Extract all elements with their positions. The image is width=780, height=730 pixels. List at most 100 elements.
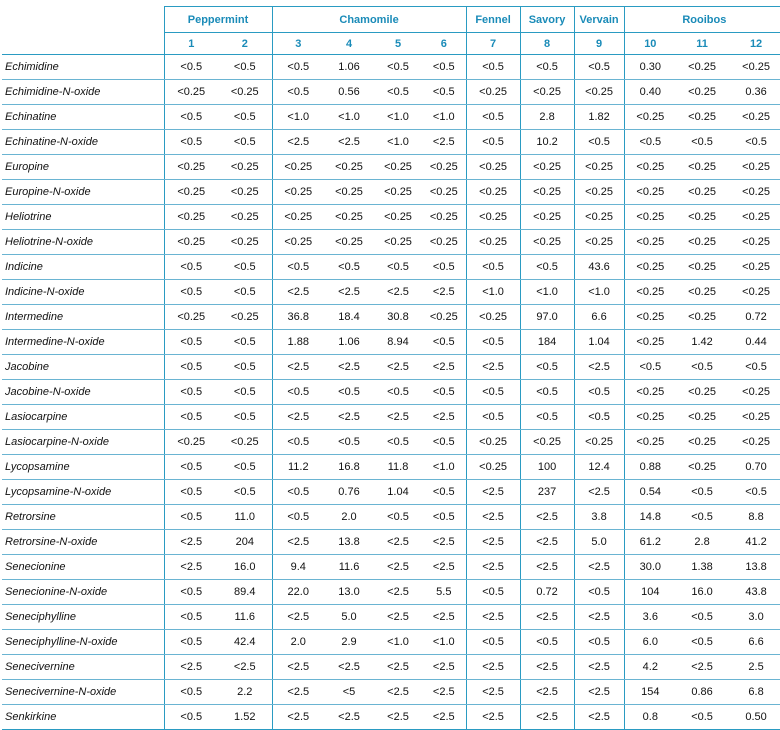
value-cell: <2.5: [676, 654, 729, 680]
value-cell: <0.5: [519, 379, 575, 405]
group-header-row: Peppermint Chamomile Fennel Savory Verva…: [2, 6, 780, 33]
value-cell: <2.5: [374, 404, 423, 430]
value-cell: 2.0: [324, 504, 375, 530]
compound-name: Senecivernine: [2, 654, 164, 680]
value-cell: <1.0: [422, 629, 467, 655]
value-cell: <2.5: [271, 654, 325, 680]
value-cell: <0.5: [519, 54, 575, 80]
value-cell: <2.5: [271, 604, 325, 630]
value-cell: <0.5: [271, 504, 325, 530]
value-cell: <0.25: [728, 404, 780, 430]
sample-number: 3: [271, 32, 325, 55]
value-cell: <0.25: [218, 79, 273, 105]
value-cell: <0.5: [519, 404, 575, 430]
sample-number: 11: [676, 32, 729, 55]
value-cell: <0.5: [519, 629, 575, 655]
value-cell: 13.8: [728, 554, 780, 580]
table-row: Indicine-N-oxide <0.5 <0.5 <2.5 <2.5 <2.5 <2.5…: [2, 279, 780, 305]
value-cell: <1.0: [374, 104, 423, 130]
group-header-vervain: Vervain: [573, 6, 625, 33]
value-cell: <0.5: [676, 704, 729, 730]
compound-name: Seneciphylline-N-oxide: [2, 629, 164, 655]
sample-number: 8: [519, 32, 575, 55]
sample-number: 6: [422, 32, 467, 55]
value-cell: <0.25: [271, 154, 325, 180]
value-cell: <0.5: [271, 54, 325, 80]
value-cell: <1.0: [271, 104, 325, 130]
value-cell: <2.5: [271, 129, 325, 155]
value-cell: <0.5: [465, 629, 521, 655]
value-cell: <0.5: [573, 379, 625, 405]
value-cell: <2.5: [374, 279, 423, 305]
value-cell: <0.25: [163, 79, 218, 105]
value-cell: <0.5: [218, 379, 273, 405]
value-cell: 2.2: [218, 679, 273, 705]
value-cell: 0.88: [623, 454, 677, 480]
value-cell: <0.5: [163, 579, 218, 605]
value-cell: <0.5: [374, 79, 423, 105]
value-cell: <2.5: [271, 279, 325, 305]
value-cell: <0.25: [676, 254, 729, 280]
value-cell: 30.8: [374, 304, 423, 330]
compound-name: Echimidine: [2, 54, 164, 80]
value-cell: <0.5: [519, 354, 575, 380]
value-cell: 13.0: [324, 579, 375, 605]
value-cell: <2.5: [324, 354, 375, 380]
value-cell: <0.5: [271, 429, 325, 455]
value-cell: <0.5: [324, 379, 375, 405]
table-row: Lasiocarpine-N-oxide <0.25 <0.25 <0.5 <0.5 <0…: [2, 429, 780, 455]
group-header-savory: Savory: [519, 6, 575, 33]
value-cell: <5: [324, 679, 375, 705]
value-cell: <2.5: [422, 404, 467, 430]
value-cell: <0.25: [218, 429, 273, 455]
value-cell: 0.70: [728, 454, 780, 480]
value-cell: 42.4: [218, 629, 273, 655]
value-cell: <2.5: [465, 679, 521, 705]
value-cell: <0.5: [422, 79, 467, 105]
value-cell: 6.0: [623, 629, 677, 655]
value-cell: <0.25: [728, 104, 780, 130]
value-cell: 36.8: [271, 304, 325, 330]
value-cell: 0.76: [324, 479, 375, 505]
table-row: Intermedine <0.25 <0.25 36.8 18.4 30.8 <0.25 <0…: [2, 304, 780, 330]
compound-name: Intermedine: [2, 304, 164, 330]
value-cell: 0.36: [728, 79, 780, 105]
value-cell: 2.0: [271, 629, 325, 655]
value-cell: <0.5: [422, 429, 467, 455]
value-cell: 97.0: [519, 304, 575, 330]
value-cell: <0.25: [465, 454, 521, 480]
value-cell: <0.5: [163, 379, 218, 405]
value-cell: <0.25: [676, 104, 729, 130]
compound-name: Retrorsine-N-oxide: [2, 529, 164, 555]
value-cell: 1.88: [271, 329, 325, 355]
value-cell: <0.25: [163, 154, 218, 180]
sample-number: 10: [623, 32, 677, 55]
table-row: Indicine <0.5 <0.5 <0.5 <0.5 <0.5 <0.5 <0.5 <0.5…: [2, 254, 780, 280]
compound-name: Heliotrine: [2, 204, 164, 230]
sample-number: 5: [374, 32, 423, 55]
table-row: Seneciphylline-N-oxide <0.5 42.4 2.0 2.9 <1.0…: [2, 629, 780, 655]
value-cell: 0.54: [623, 479, 677, 505]
value-cell: 0.56: [324, 79, 375, 105]
value-cell: <0.5: [163, 254, 218, 280]
value-cell: <2.5: [374, 354, 423, 380]
value-cell: <0.25: [324, 204, 375, 230]
sample-number: 2: [218, 32, 273, 55]
value-cell: <2.5: [324, 404, 375, 430]
value-cell: 1.04: [374, 479, 423, 505]
value-cell: <2.5: [422, 654, 467, 680]
table-row: Europine-N-oxide <0.25 <0.25 <0.25 <0.25 <0.2…: [2, 179, 780, 205]
value-cell: <2.5: [324, 704, 375, 730]
value-cell: <0.5: [676, 479, 729, 505]
value-cell: <0.5: [271, 79, 325, 105]
table-row: Jacobine <0.5 <0.5 <2.5 <2.5 <2.5 <2.5 <2.5 <0.5…: [2, 354, 780, 380]
table-row: Retrorsine-N-oxide <2.5 204 <2.5 13.8 <2.5 <2.…: [2, 529, 780, 555]
value-cell: <0.25: [465, 204, 521, 230]
value-cell: <0.25: [324, 154, 375, 180]
value-cell: <0.5: [374, 379, 423, 405]
value-cell: <2.5: [163, 554, 218, 580]
value-cell: 3.6: [623, 604, 677, 630]
compound-name: Echimidine-N-oxide: [2, 79, 164, 105]
value-cell: <0.5: [519, 254, 575, 280]
value-cell: <0.5: [465, 129, 521, 155]
